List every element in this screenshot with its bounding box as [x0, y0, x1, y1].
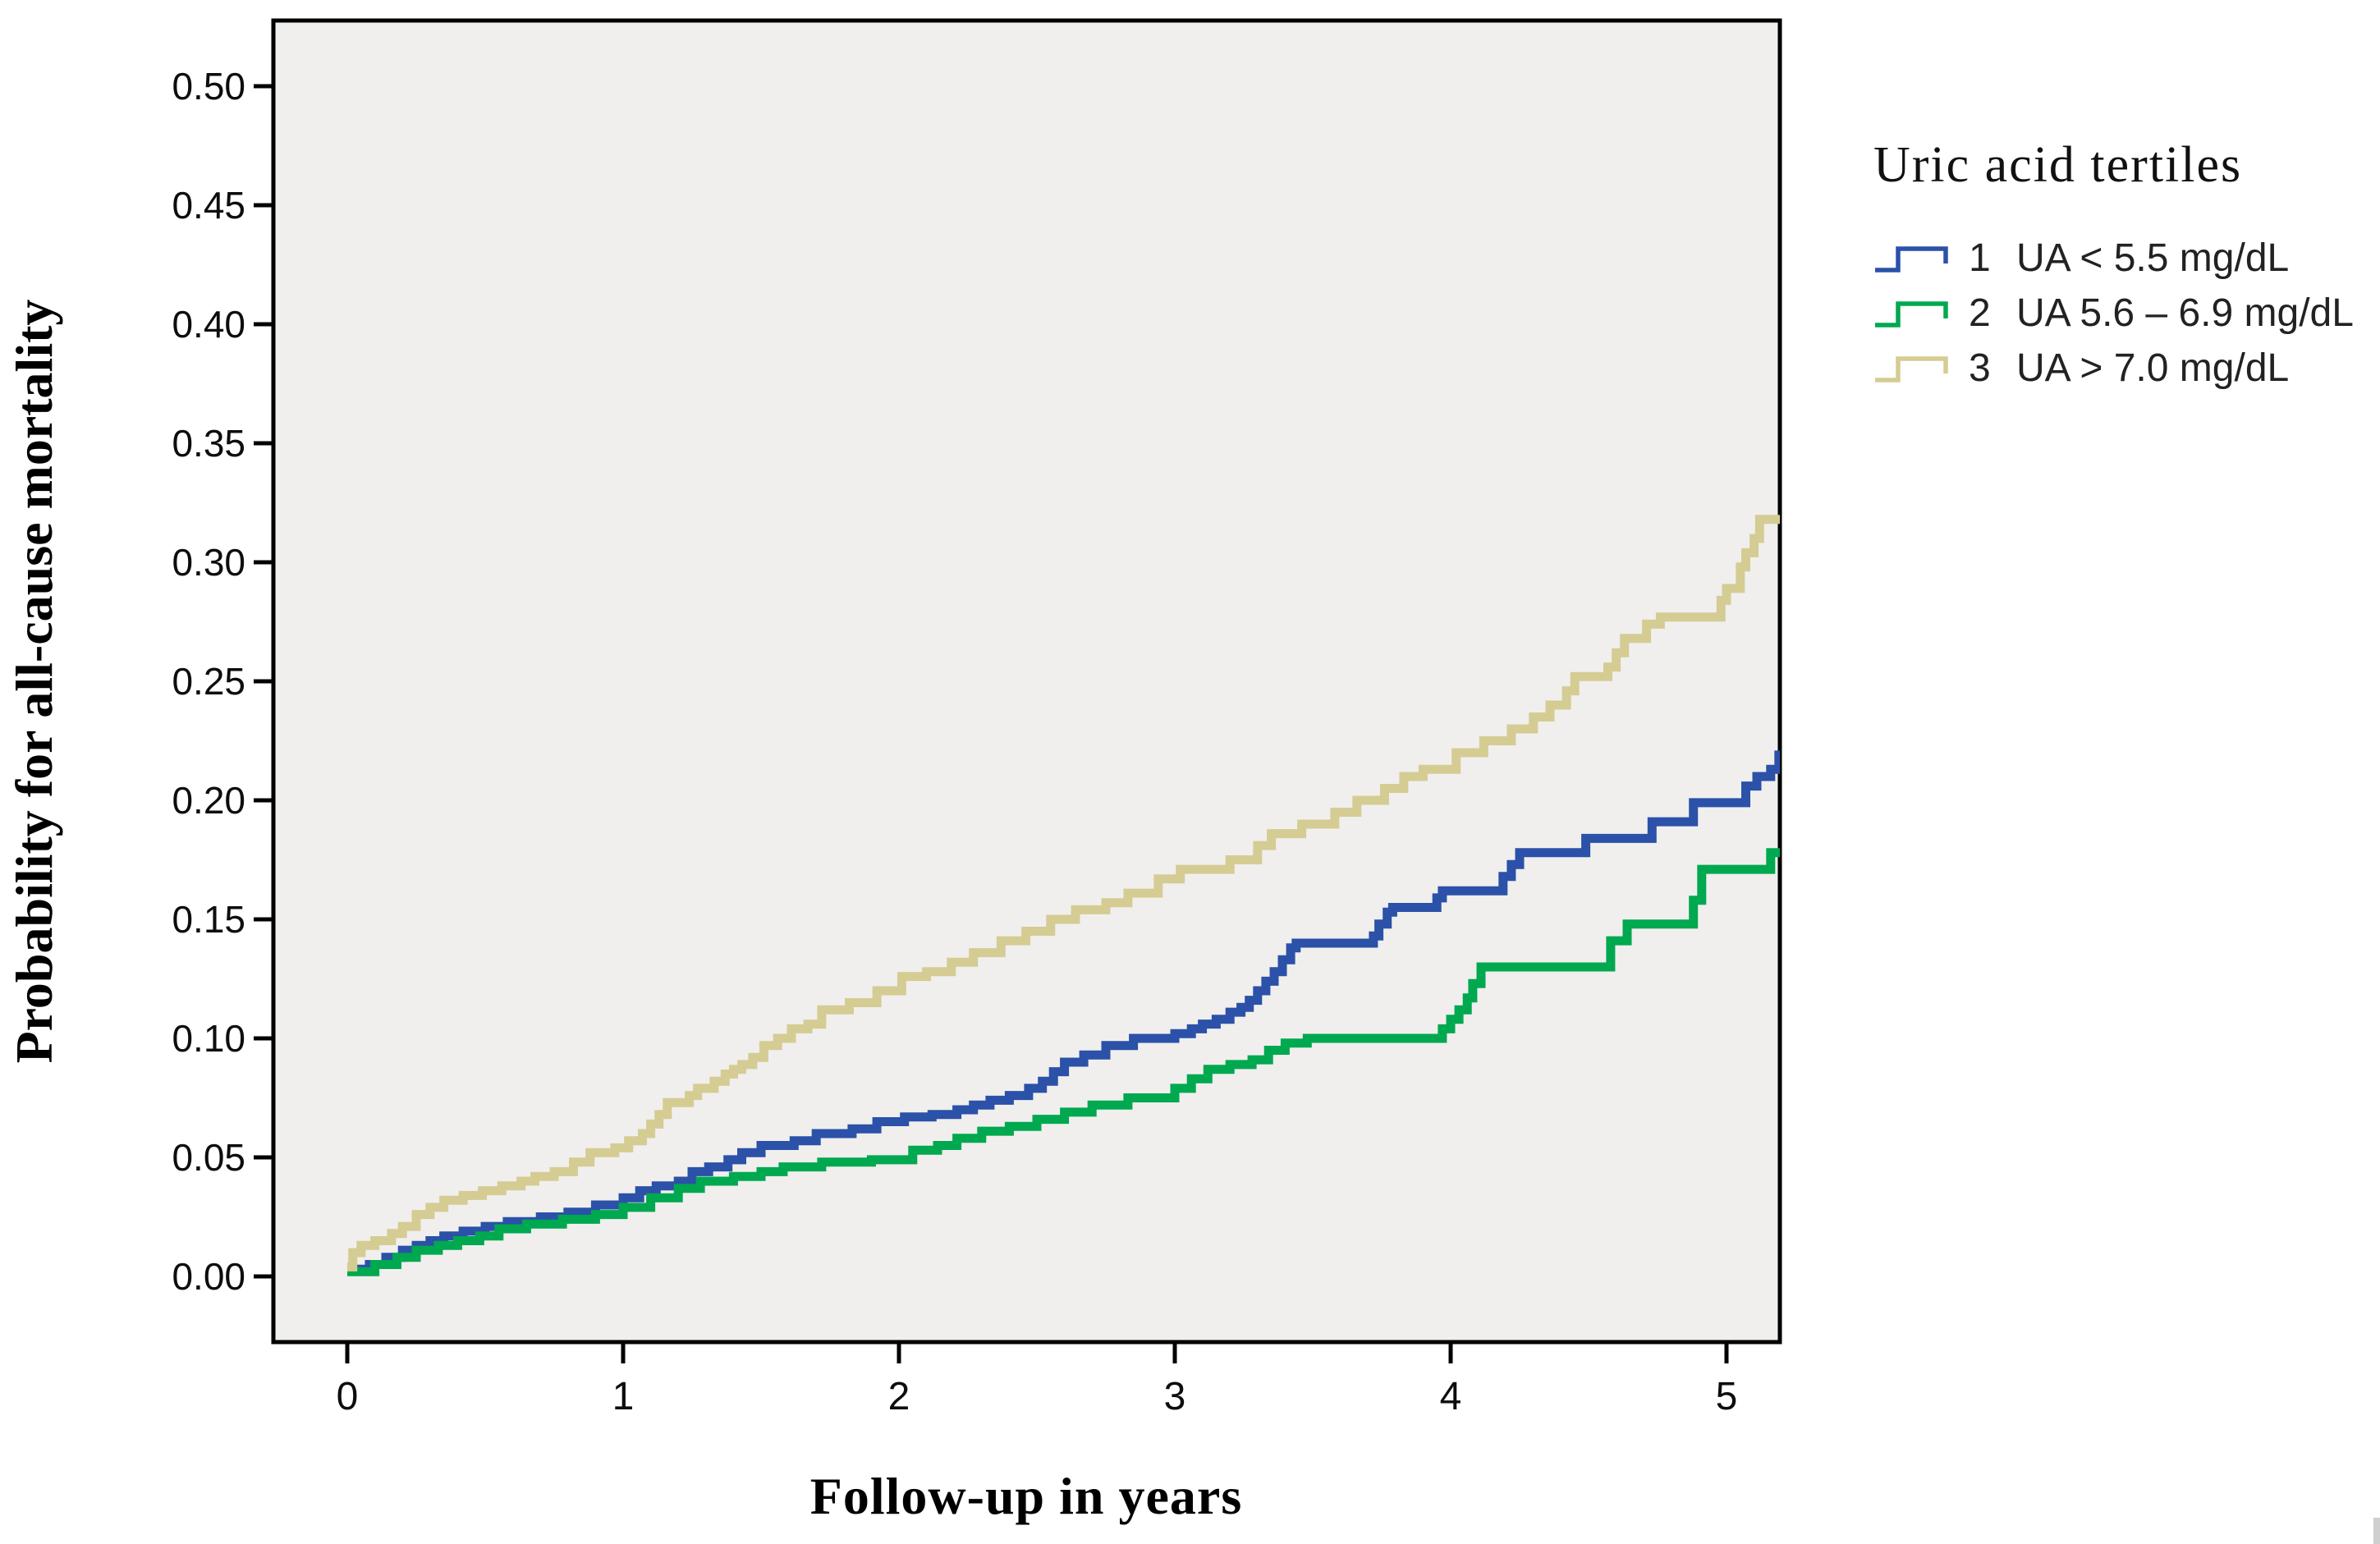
survival-curves	[347, 515, 1780, 1276]
y-tick-label: 0.40	[172, 303, 245, 346]
legend-title: Uric acid tertiles	[1873, 137, 2243, 193]
y-tick-label: 0.05	[172, 1136, 245, 1179]
legend-step-line-icon-tertile3	[1875, 355, 1948, 383]
y-tick-label: 0.15	[172, 898, 245, 941]
x-tick-label: 4	[1440, 1375, 1462, 1418]
y-tick-label: 0.35	[172, 422, 245, 465]
y-axis-ticks: 0.00 0.05 0.10 0.15 0.20 0.25 0.30 0.35 0.40 0.45…	[172, 65, 273, 1298]
y-tick-label: 0.20	[172, 779, 245, 822]
legend-step-line-icon-tertile1	[1875, 245, 1948, 273]
legend-item-label: UA 5.6 – 6.9 mg/dL	[2016, 291, 2354, 335]
x-tick-label: 2	[888, 1375, 910, 1418]
legend-item-tertile2: 2 UA 5.6 – 6.9 mg/dL	[1873, 286, 2354, 341]
x-axis-title: Follow-up in years	[809, 1467, 1243, 1525]
legend-item-label: UA < 5.5 mg/dL	[2016, 236, 2290, 280]
legend-item-number: 3	[1969, 346, 1991, 390]
curve-tertile3	[347, 515, 1780, 1271]
plot-area	[271, 18, 1782, 1345]
legend-item-number: 2	[1969, 291, 1991, 335]
legend-item-tertile1: 1 UA < 5.5 mg/dL	[1873, 231, 2354, 286]
legend-step-line-icon-tertile2	[1875, 300, 1948, 328]
x-tick-label: 5	[1716, 1375, 1738, 1418]
y-tick-label: 0.30	[172, 541, 245, 584]
y-tick-label: 0.10	[172, 1017, 245, 1060]
legend-item-tertile3: 3 UA > 7.0 mg/dL	[1873, 341, 2354, 396]
x-tick-label: 0	[337, 1375, 359, 1418]
legend-items: 1 UA < 5.5 mg/dL 2 UA 5.6 – 6.9 mg/dL 3 UA > …	[1873, 231, 2354, 396]
x-tick-label: 3	[1164, 1375, 1186, 1418]
legend: Uric acid tertiles 1 UA < 5.5 mg/dL 2 UA 5.…	[1873, 136, 2354, 396]
y-tick-label: 0.50	[172, 65, 245, 108]
x-axis-ticks: 0 1 2 3 4 5	[337, 1342, 1738, 1418]
x-tick-label: 1	[612, 1375, 635, 1418]
y-tick-label: 0.25	[172, 660, 245, 703]
y-tick-label: 0.45	[172, 184, 245, 227]
corner-artifact	[2373, 1518, 2380, 1544]
y-tick-label: 0.00	[172, 1255, 245, 1298]
legend-item-number: 1	[1969, 236, 1991, 280]
legend-item-label: UA > 7.0 mg/dL	[2016, 346, 2290, 390]
curve-tertile2	[347, 848, 1780, 1276]
curve-tertile1	[347, 750, 1780, 1274]
y-axis-title: Probability for all-cause mortality	[5, 299, 63, 1064]
